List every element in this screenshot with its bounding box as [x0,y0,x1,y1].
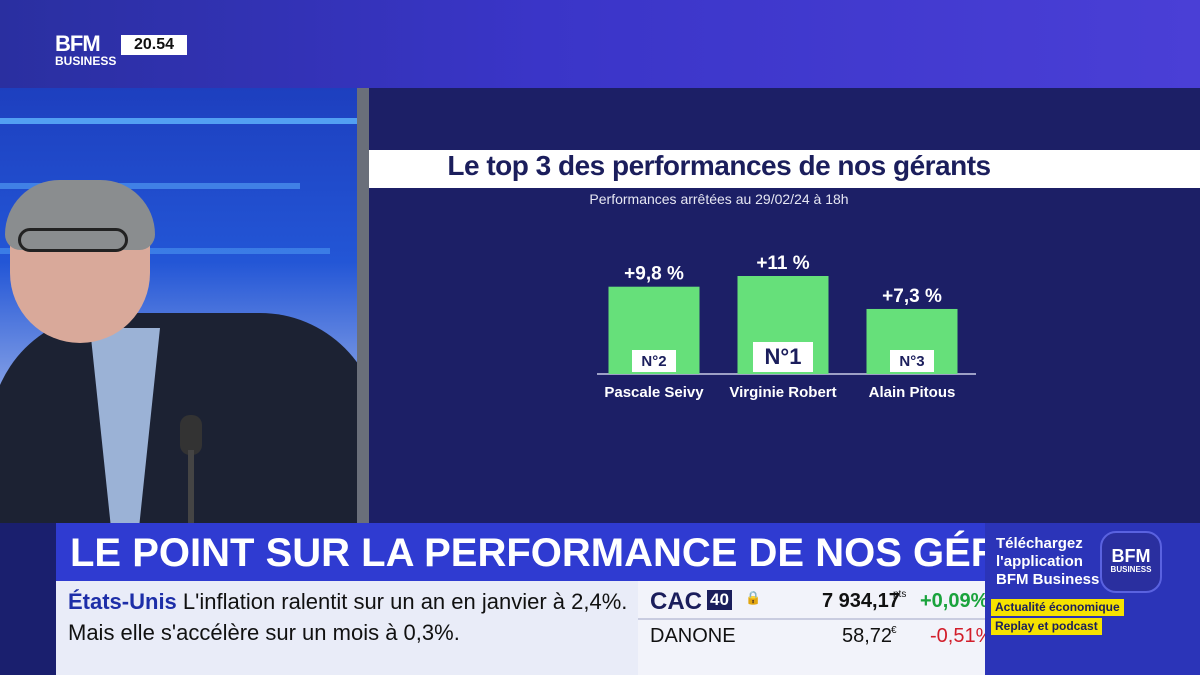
logo-bfm: BFM [55,31,101,56]
channel-logo: BFM BUSINESS [55,31,117,69]
light-stripe [0,248,330,254]
headline-text: LE POINT SUR LA PERFORMANCE DE NOS GÉRAN… [70,531,1109,575]
promo-tag-replay: Replay et podcast [991,618,1102,635]
bar-value-label: +7,3 % [882,286,942,307]
category-label: Pascale Seivy [604,384,704,401]
index-name: CAC [650,588,702,615]
rank-label: N°3 [899,353,924,370]
light-stripe [0,183,300,189]
presenter-hair [5,180,155,250]
promo-app-logo: BFM BUSINESS [1100,531,1162,593]
rank-badge [632,350,676,372]
stock-change: -0,51% [930,625,994,647]
ticker-line-1: États-Unis L'inflation ralentit sur un a… [68,589,627,615]
promo-line-3: BFM Business [996,571,1100,588]
rank-badge [753,342,813,372]
stock-name: DANONE [650,625,736,647]
microphone-stand [188,450,194,530]
market-separator [638,618,985,620]
headline-band [56,523,985,581]
stock-unit: € [891,625,897,636]
promo-logo-bfm: BFM [1111,546,1151,566]
panel-divider [357,88,369,523]
news-ticker [56,581,638,675]
clock: 20.54 [121,35,187,55]
light-stripe [0,118,360,124]
rank-badge [890,350,934,372]
rank-label: N°1 [765,344,802,369]
category-label: Virginie Robert [729,384,836,401]
bar-chart: +9,8 % N°2 Pascale Seivy +11 % N°1 Virginie R… [597,253,976,401]
bar-value-label: +9,8 % [624,264,684,285]
top-band [0,0,1200,88]
stock-value: 58,72 [842,625,893,647]
microphone-icon [180,415,202,455]
chart-title: Le top 3 des performances de nos gérants [447,150,991,181]
promo-text: Téléchargez l'application BFM Business [996,535,1101,589]
logo-business: BUSINESS [55,54,117,68]
presenter-glasses [18,228,128,252]
promo-line-2: l'application [996,553,1083,570]
index-tag: 40 [707,590,732,610]
ticker-source: États-Unis [68,589,177,614]
category-label: Alain Pitous [869,384,956,401]
ticker-line-2: Mais elle s'accélère sur un mois à 0,3%. [68,620,460,645]
rank-label: N°2 [641,353,666,370]
chart-title-bar [369,150,1200,188]
market-box [638,581,985,675]
chart-panel: Le top 3 des performances de nos gérants… [369,88,1200,523]
ticker-text-1: L'inflation ralentit sur un an en janvie… [182,589,628,614]
index-change: +0,09% [920,590,989,612]
promo-logo-business: BUSINESS [1110,565,1152,574]
index-value: 7 934,17 [822,590,900,612]
chart-subtitle: Performances arrêtées au 29/02/24 à 18h [589,191,849,207]
bar-value-label: +11 % [756,253,809,274]
promo-line-1: Téléchargez [996,535,1083,552]
studio-video [0,88,362,523]
index-unit: pts [893,589,907,600]
lock-icon: 🔒 [745,590,762,605]
promo-tag-economy: Actualité économique [991,599,1124,616]
